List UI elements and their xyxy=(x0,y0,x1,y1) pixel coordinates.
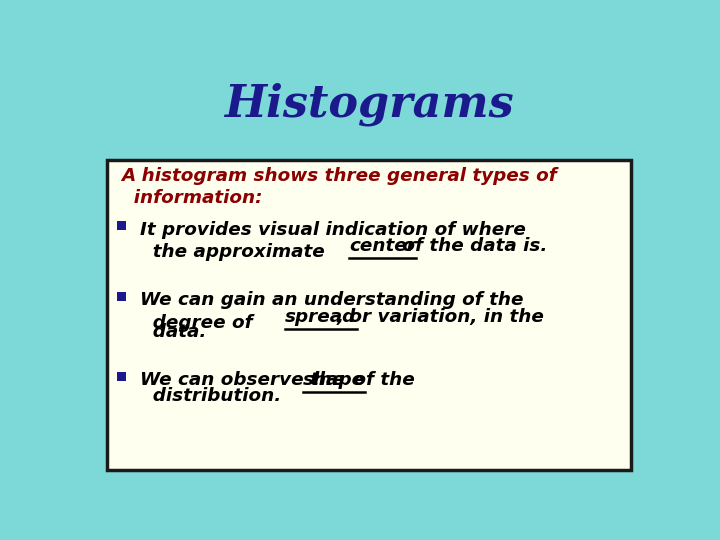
FancyBboxPatch shape xyxy=(107,160,631,470)
Text: shape: shape xyxy=(302,371,365,389)
Text: center: center xyxy=(349,237,415,255)
Text: of the data is.: of the data is. xyxy=(396,237,547,255)
Text: , or variation, in the: , or variation, in the xyxy=(337,308,544,326)
Bar xyxy=(117,292,126,301)
Text: We can observe the: We can observe the xyxy=(140,371,351,389)
Text: A histogram shows three general types of
  information:: A histogram shows three general types of… xyxy=(121,167,557,207)
Text: distribution.: distribution. xyxy=(140,387,282,405)
Text: spread: spread xyxy=(285,308,356,326)
Text: Histograms: Histograms xyxy=(224,83,514,126)
Text: data.: data. xyxy=(140,323,207,341)
Text: It provides visual indication of where
  the approximate: It provides visual indication of where t… xyxy=(140,221,526,261)
Bar xyxy=(117,221,126,230)
Bar xyxy=(117,372,126,381)
Text: We can gain an understanding of the
  degree of: We can gain an understanding of the degr… xyxy=(140,292,523,332)
Text: of the: of the xyxy=(347,371,415,389)
